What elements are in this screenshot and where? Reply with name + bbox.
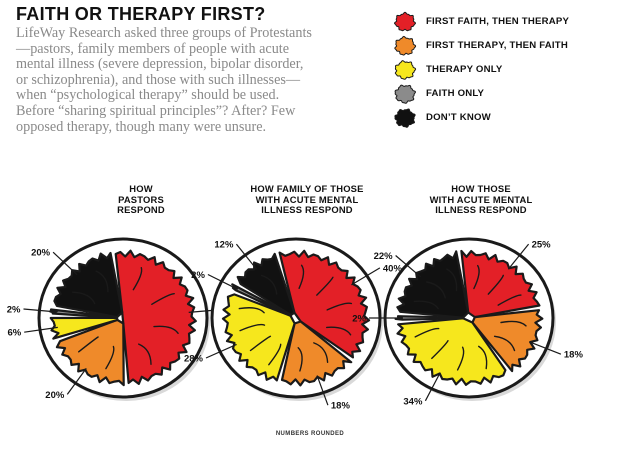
- brain-fold: [238, 307, 265, 314]
- chart-title-pastors: HOW PASTORS RESPOND: [117, 183, 165, 216]
- brain-fold: [500, 320, 527, 327]
- data-label: 20%: [31, 248, 51, 259]
- pie-slice: [460, 249, 541, 319]
- intro-text: LifeWay Research asked three groups of P…: [16, 25, 312, 135]
- brain-icon: [394, 84, 417, 104]
- brain-fold: [268, 343, 282, 366]
- legend-label: THERAPY ONLY: [426, 64, 503, 75]
- data-label: 6%: [7, 328, 21, 339]
- pie-slice: [236, 252, 296, 317]
- legend-label: FAITH ONLY: [426, 88, 485, 99]
- brain-fold: [487, 274, 504, 295]
- pie-slice: [221, 293, 296, 382]
- pie-slice: [114, 249, 197, 385]
- brain-icon: [393, 11, 417, 32]
- brain-fold: [473, 264, 480, 290]
- data-label: 2%: [7, 305, 21, 316]
- label-leader-line: [351, 267, 381, 286]
- brain-fold: [446, 268, 458, 292]
- label-leader-line: [235, 243, 258, 270]
- page-title: FAITH OR THERAPY FIRST?: [16, 4, 266, 24]
- brain-fold: [153, 325, 179, 334]
- data-label: 40%: [383, 263, 403, 274]
- brain-icon: [394, 60, 417, 80]
- brain-fold: [138, 343, 152, 365]
- label-leader-line: [207, 273, 239, 290]
- legend-swatch: [393, 11, 417, 32]
- brain-fold: [132, 267, 143, 291]
- label-leader-line: [52, 251, 78, 276]
- data-label: 20%: [45, 390, 65, 401]
- brain-fold: [72, 291, 96, 305]
- brain-chart-2: 25% 18% 34% 2% 22%: [352, 237, 584, 407]
- brain-fold: [493, 335, 516, 352]
- data-label: 2%: [191, 270, 205, 281]
- legend-item-first-therapy: FIRST THERAPY, THEN FAITH: [392, 35, 612, 60]
- legend-swatch: [394, 84, 417, 104]
- data-label: 22%: [374, 251, 394, 262]
- brain-fold: [478, 345, 488, 370]
- pie-slice: [55, 318, 125, 387]
- legend-item-dont-know: DON’T KNOW: [392, 108, 612, 132]
- brain-fold: [431, 340, 449, 360]
- chart-title-family: HOW FAMILY OF THOSE WITH ACUTE MENTAL IL…: [250, 183, 364, 216]
- pie-slice: [396, 317, 507, 386]
- data-label: 2%: [352, 314, 366, 325]
- legend-swatch: [394, 35, 417, 56]
- legend-label: FIRST THERAPY, THEN FAITH: [426, 40, 568, 51]
- legend-item-first-faith: FIRST FAITH, THEN THERAPY: [392, 11, 612, 36]
- brain-fold: [239, 323, 266, 332]
- brain-icon: [394, 108, 416, 128]
- brain-fold: [497, 294, 522, 306]
- label-leader-line: [424, 372, 441, 402]
- brain-fold: [78, 336, 99, 353]
- pie-slice: [49, 316, 119, 340]
- brain-fold: [414, 327, 440, 338]
- legend-label: FIRST FAITH, THEN THERAPY: [426, 16, 570, 27]
- legend-label: DON’T KNOW: [426, 112, 491, 123]
- chart-title-sufferers: HOW THOSE WITH ACUTE MENTAL ILLNESS RESP…: [429, 183, 533, 216]
- legend-swatch: [394, 108, 416, 128]
- brain-fold: [261, 274, 278, 295]
- brain-fold: [413, 300, 439, 310]
- legend-item-faith-only: FAITH ONLY: [392, 84, 612, 108]
- brain-fold: [313, 342, 329, 363]
- brain-chart-1: 40% 18% 28% 2% 12%: [184, 237, 403, 412]
- data-label: 12%: [214, 240, 234, 251]
- label-leader-line: [23, 308, 58, 313]
- label-leader-line: [529, 341, 562, 355]
- label-leader-line: [66, 368, 87, 395]
- pie-slice: [53, 251, 124, 319]
- brain-fold: [297, 347, 303, 372]
- legend-swatch: [394, 60, 417, 80]
- brain-fold: [95, 270, 109, 293]
- brain-fold: [426, 281, 446, 299]
- data-label: 18%: [564, 350, 584, 361]
- label-leader-line: [316, 375, 329, 406]
- label-leader-line: [395, 255, 421, 278]
- label-leader-line: [507, 243, 530, 270]
- brain-fold: [316, 276, 334, 296]
- brain-icon: [394, 35, 417, 56]
- data-label: 34%: [403, 396, 423, 407]
- label-leader-line: [205, 343, 237, 359]
- data-label: 25%: [532, 240, 552, 251]
- brain-chart-0: 51%20%6%2%20%: [7, 237, 245, 401]
- brain-fold: [105, 345, 115, 370]
- pie-slice: [280, 320, 353, 387]
- legend-item-therapy-only: THERAPY ONLY: [392, 60, 612, 84]
- data-label: 28%: [184, 354, 204, 365]
- brain-fold: [326, 326, 352, 336]
- brain-fold: [249, 335, 272, 352]
- legend: FIRST FAITH, THEN THERAPY FIRST THERAPY,…: [392, 11, 612, 132]
- data-label: 18%: [331, 401, 351, 412]
- brain-fold: [151, 293, 175, 305]
- brain-fold: [326, 302, 353, 311]
- footnote: NUMBERS ROUNDED: [275, 431, 345, 437]
- label-leader-line: [24, 326, 58, 333]
- brain-fold: [298, 264, 305, 289]
- brain-fold: [456, 346, 465, 371]
